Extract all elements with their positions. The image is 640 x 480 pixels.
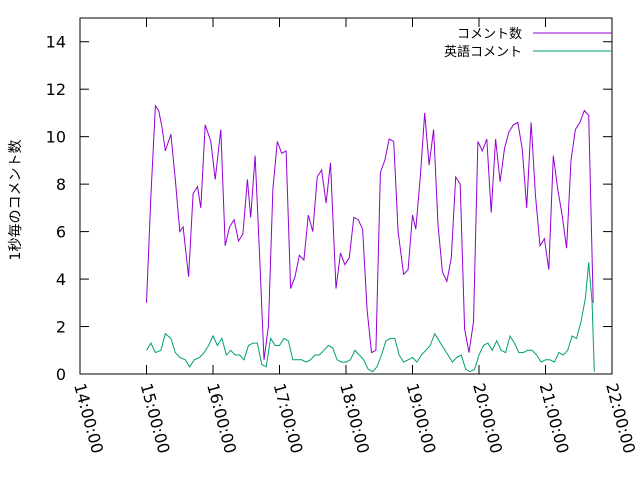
- x-tick-label: 17:00:00: [270, 381, 307, 455]
- y-tick-label: 0: [56, 365, 66, 384]
- x-axis: 14:00:00 15:00:00 16:00:00 17:00:00 18:00:00…: [70, 18, 639, 455]
- y-tick-label: 2: [56, 318, 66, 337]
- y-tick-label: 10: [46, 128, 66, 147]
- plot-area-frame: [79, 17, 613, 375]
- series-group: [146, 104, 595, 373]
- series-line-1: [146, 104, 594, 360]
- y-tick-label: 8: [56, 175, 66, 194]
- legend-label-2: 英語コメント: [444, 44, 522, 60]
- y-tick-label: 12: [46, 80, 66, 99]
- y-tick-label: 14: [46, 33, 66, 52]
- legend-label-1: コメント数: [457, 27, 522, 42]
- x-tick-label: 21:00:00: [536, 381, 573, 455]
- x-tick-label: 16:00:00: [203, 381, 240, 455]
- x-tick-label: 22:00:00: [602, 381, 639, 455]
- y-tick-label: 6: [56, 223, 66, 242]
- x-tick-label: 14:00:00: [70, 381, 107, 455]
- x-tick-label: 20:00:00: [469, 381, 506, 455]
- y-axis-title: 1秒毎のコメント数: [8, 140, 24, 261]
- x-tick-label: 19:00:00: [403, 381, 440, 455]
- x-tick-label: 15:00:00: [137, 381, 174, 455]
- series-line-2: [146, 262, 595, 373]
- y-axis: 0 2 4 6 8 10 12 14: [46, 33, 612, 384]
- y-tick-label: 4: [56, 270, 66, 289]
- x-tick-label: 18:00:00: [336, 381, 373, 455]
